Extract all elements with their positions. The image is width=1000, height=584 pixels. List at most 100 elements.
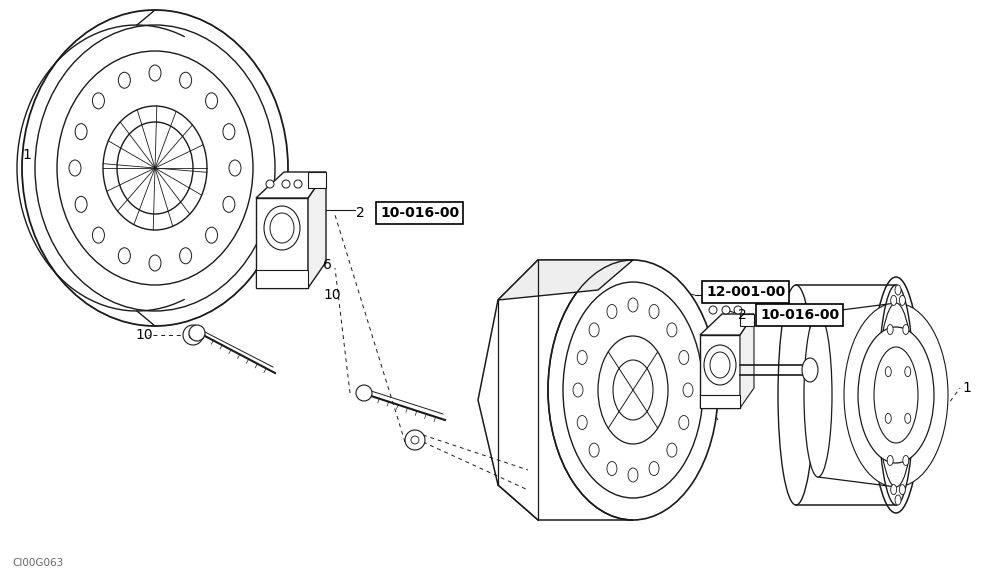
Ellipse shape — [57, 51, 253, 285]
Ellipse shape — [887, 325, 893, 335]
Polygon shape — [478, 260, 633, 520]
Text: 10-016-00: 10-016-00 — [760, 308, 839, 322]
Ellipse shape — [264, 206, 300, 250]
Ellipse shape — [92, 93, 104, 109]
Ellipse shape — [613, 360, 653, 420]
Ellipse shape — [75, 196, 87, 213]
Text: 10-016-00: 10-016-00 — [380, 206, 459, 220]
Text: 6: 6 — [323, 258, 332, 272]
Ellipse shape — [206, 227, 218, 243]
Ellipse shape — [905, 413, 911, 423]
Ellipse shape — [871, 277, 921, 513]
Ellipse shape — [679, 416, 689, 429]
Ellipse shape — [607, 304, 617, 318]
Ellipse shape — [206, 93, 218, 109]
Ellipse shape — [887, 456, 893, 465]
Text: 1: 1 — [22, 148, 31, 162]
Ellipse shape — [722, 306, 730, 314]
Ellipse shape — [35, 25, 275, 311]
Ellipse shape — [229, 160, 241, 176]
Ellipse shape — [22, 10, 288, 326]
Ellipse shape — [874, 347, 918, 443]
Polygon shape — [256, 198, 308, 288]
Ellipse shape — [270, 213, 294, 243]
Ellipse shape — [183, 325, 203, 345]
Ellipse shape — [294, 180, 302, 188]
Polygon shape — [256, 172, 326, 198]
Ellipse shape — [118, 72, 130, 88]
Text: 1: 1 — [962, 381, 971, 395]
Text: CI00G063: CI00G063 — [12, 558, 63, 568]
Ellipse shape — [704, 345, 736, 385]
Ellipse shape — [667, 323, 677, 337]
Ellipse shape — [891, 485, 897, 495]
Ellipse shape — [149, 255, 161, 271]
Polygon shape — [308, 172, 326, 288]
Ellipse shape — [223, 124, 235, 140]
Ellipse shape — [563, 282, 703, 498]
Ellipse shape — [548, 260, 718, 520]
Ellipse shape — [885, 367, 891, 377]
Ellipse shape — [75, 124, 87, 140]
Ellipse shape — [804, 313, 832, 477]
Ellipse shape — [895, 285, 901, 295]
Text: 2: 2 — [738, 308, 747, 322]
Ellipse shape — [118, 248, 130, 264]
Ellipse shape — [667, 443, 677, 457]
Ellipse shape — [844, 303, 948, 487]
Polygon shape — [700, 335, 740, 408]
Ellipse shape — [117, 122, 193, 214]
Ellipse shape — [895, 495, 901, 505]
Ellipse shape — [282, 180, 290, 188]
Ellipse shape — [356, 385, 372, 401]
Ellipse shape — [180, 72, 192, 88]
Polygon shape — [308, 172, 326, 188]
Ellipse shape — [189, 325, 205, 341]
Ellipse shape — [710, 352, 730, 378]
Ellipse shape — [649, 461, 659, 475]
Text: 2: 2 — [356, 206, 365, 220]
Ellipse shape — [223, 196, 235, 213]
Ellipse shape — [899, 296, 905, 305]
Ellipse shape — [891, 296, 897, 305]
Text: 10: 10 — [135, 328, 153, 342]
Ellipse shape — [266, 180, 274, 188]
Ellipse shape — [709, 306, 717, 314]
Ellipse shape — [189, 331, 197, 339]
Ellipse shape — [628, 298, 638, 312]
Ellipse shape — [69, 160, 81, 176]
Ellipse shape — [589, 443, 599, 457]
Ellipse shape — [878, 303, 914, 487]
Ellipse shape — [878, 285, 914, 505]
Text: 12-001-00: 12-001-00 — [706, 285, 785, 299]
Ellipse shape — [649, 304, 659, 318]
Polygon shape — [256, 270, 308, 288]
Ellipse shape — [92, 227, 104, 243]
Polygon shape — [700, 395, 740, 408]
Polygon shape — [700, 314, 754, 335]
Ellipse shape — [607, 461, 617, 475]
Ellipse shape — [405, 430, 425, 450]
Ellipse shape — [180, 248, 192, 264]
Ellipse shape — [577, 350, 587, 364]
Ellipse shape — [103, 106, 207, 230]
Ellipse shape — [628, 468, 638, 482]
Ellipse shape — [903, 325, 909, 335]
Ellipse shape — [903, 456, 909, 465]
Text: 10: 10 — [323, 288, 341, 302]
Ellipse shape — [885, 413, 891, 423]
Ellipse shape — [573, 383, 583, 397]
Ellipse shape — [734, 306, 742, 314]
Ellipse shape — [577, 416, 587, 429]
Ellipse shape — [411, 436, 419, 444]
Ellipse shape — [149, 65, 161, 81]
Ellipse shape — [679, 350, 689, 364]
Polygon shape — [498, 260, 633, 300]
Ellipse shape — [899, 485, 905, 495]
Ellipse shape — [598, 336, 668, 444]
Ellipse shape — [683, 383, 693, 397]
Ellipse shape — [802, 358, 818, 382]
Ellipse shape — [905, 367, 911, 377]
Ellipse shape — [778, 285, 814, 505]
Ellipse shape — [858, 327, 934, 463]
